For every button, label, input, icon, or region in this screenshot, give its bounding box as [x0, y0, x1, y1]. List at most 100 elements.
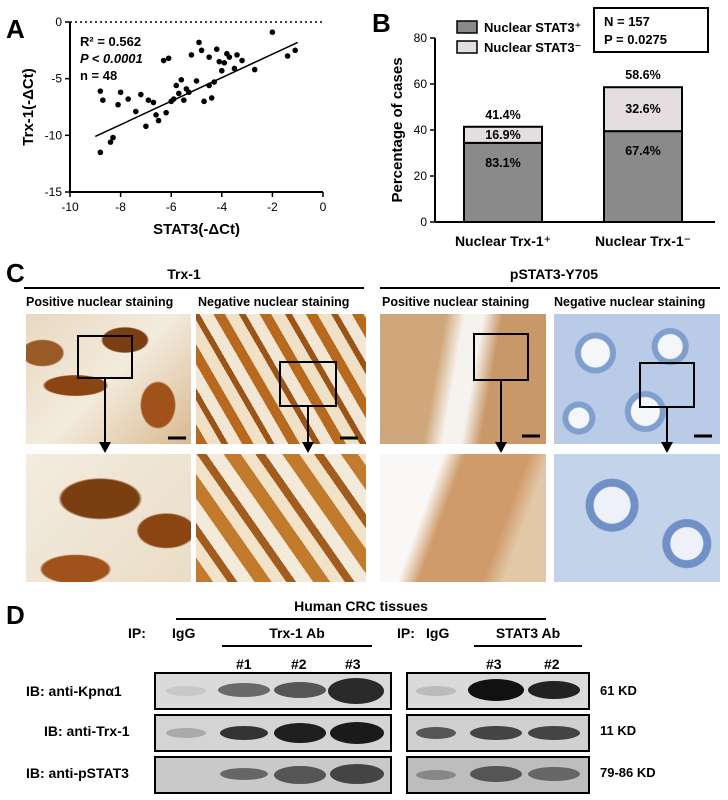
panel-c-letter: C [6, 258, 25, 288]
scatter-point [221, 60, 228, 66]
scatter-point [206, 54, 212, 60]
bar-value-label: 16.9% [485, 128, 520, 142]
x-category-label: Nuclear Trx-1⁺ [455, 233, 551, 249]
subhead-pstat3-positive: Positive nuclear staining [382, 295, 530, 309]
western-title-underline [176, 618, 546, 620]
scatter-point [132, 108, 139, 115]
bar-value-label: 67.4% [625, 144, 660, 158]
stacked-bar-chart: 0 20 40 60 80 Percentage of cases 83.1% 16.9% 41… [389, 7, 715, 249]
y-tick-label: -15 [45, 185, 63, 199]
scatter-point [138, 91, 144, 98]
band [470, 726, 522, 740]
blot-pstat3-right [406, 756, 590, 794]
y-axis-label: Trx-1(-ΔCt) [20, 68, 37, 145]
scatter-point [188, 52, 195, 58]
band [166, 686, 206, 696]
scatter-point [226, 54, 233, 60]
zoom-overlay [77, 333, 712, 453]
scatter-chart: -10 -8 -6 -4 -2 00-5-10-15STAT3(-ΔCt)Trx-1(-Δ… [20, 15, 327, 238]
scatter-point [239, 57, 245, 64]
scatter-point [208, 95, 215, 101]
x-tick-label: -8 [115, 200, 126, 214]
bar-value-label: 83.1% [485, 156, 520, 170]
ib-label-kpna1: IB: anti-Kpnα1 [26, 683, 122, 699]
scatter-point [178, 77, 185, 83]
band [274, 682, 326, 698]
band [218, 683, 270, 697]
kd-label-trx1: 11 KD [600, 723, 637, 738]
p-annotation: P < 0.0001 [80, 51, 143, 66]
scatter-point [251, 66, 258, 73]
lane-ab-right: STAT3 Ab [495, 625, 561, 641]
band [528, 726, 580, 740]
scatter-point [115, 101, 121, 108]
x-category-label: Nuclear Trx-1⁻ [595, 233, 691, 249]
x-tick-label: -10 [61, 200, 79, 214]
scatter-point [292, 47, 298, 54]
band [330, 722, 384, 744]
lane-ab-right-underline [474, 645, 582, 647]
lane-ab-left: Trx-1 Ab [269, 625, 325, 641]
subhead-trx1-negative: Negative nuclear staining [198, 295, 350, 309]
micrograph-pstat3-positive-zoom [380, 454, 546, 582]
n-annotation: n = 48 [80, 68, 117, 83]
scatter-point [145, 97, 152, 103]
blot-kpna1-right [406, 672, 590, 710]
group-underline-pstat3 [380, 287, 720, 289]
stats-p: P = 0.0275 [604, 32, 667, 47]
micrograph-pstat3-negative-zoom [554, 454, 720, 582]
scatter-point [196, 39, 202, 46]
zoom-box-4 [639, 362, 712, 453]
y-tick-label: 0 [420, 215, 427, 229]
lane-igg-left: IgG [172, 625, 196, 641]
scatter-point [153, 112, 159, 118]
scatter-point [269, 29, 276, 35]
y-tick-label: -5 [51, 72, 62, 86]
ib-label-trx1: IB: anti-Trx-1 [44, 723, 130, 739]
scatter-point [150, 99, 157, 106]
lane-ab-left-underline [222, 645, 372, 647]
bar-segment [603, 86, 683, 133]
blot-kpna1-left [154, 672, 392, 710]
scatter-point [155, 117, 162, 124]
panel-b-letter: B [372, 8, 391, 38]
scatter-point [173, 82, 180, 89]
scatter-point [110, 134, 116, 141]
band [274, 723, 326, 743]
y-tick-label: 0 [55, 15, 62, 29]
scatter-point [175, 90, 182, 97]
y-axis-label: Percentage of cases [389, 57, 406, 202]
legend-label: Nuclear STAT3⁺ [484, 20, 581, 35]
lane-number-right-1: #3 [486, 656, 502, 672]
r2-annotation: R² = 0.562 [80, 34, 141, 49]
micrograph-pstat3-negative [554, 314, 720, 444]
bar-total-label: 41.4% [485, 108, 520, 122]
bar-segment [463, 125, 543, 144]
lane-number-right-2: #2 [544, 656, 560, 672]
band [528, 681, 580, 699]
legend-swatch [456, 20, 478, 34]
blot-trx1-left [154, 714, 392, 752]
scatter-point [165, 55, 172, 62]
micrograph-trx1-positive-zoom [26, 454, 191, 582]
blot-trx1-right [406, 714, 590, 752]
group-title-trx1: Trx-1 [167, 266, 201, 282]
stats-n: N = 157 [604, 14, 650, 29]
band [274, 766, 326, 784]
x-tick-label: -2 [267, 200, 278, 214]
lane-number-2: #2 [291, 656, 307, 672]
band [328, 678, 384, 704]
fit-line [94, 41, 299, 138]
scatter-point [213, 46, 220, 52]
stats-box [593, 7, 709, 53]
y-tick-label: 20 [414, 169, 428, 183]
scatter-point [117, 89, 124, 96]
bar-value-label: 32.6% [625, 102, 660, 116]
y-tick-label: 80 [414, 31, 428, 45]
y-tick-label: 60 [414, 77, 428, 91]
group-underline-trx1 [24, 287, 364, 289]
kd-label-kpna1: 61 KD [600, 683, 637, 698]
legend-swatch [456, 40, 478, 54]
scatter-point [219, 67, 225, 74]
x-axis-label: STAT3(-ΔCt) [153, 221, 240, 238]
